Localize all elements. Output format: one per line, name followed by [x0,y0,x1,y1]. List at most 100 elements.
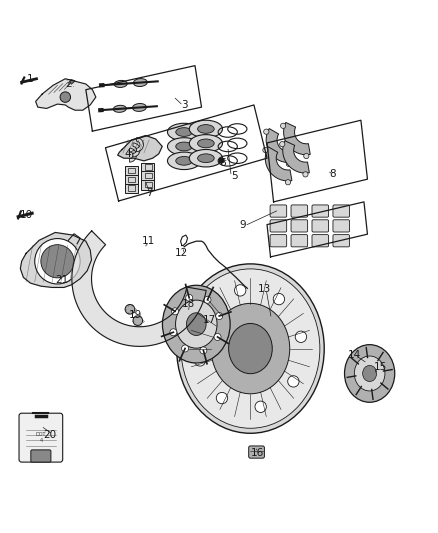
FancyBboxPatch shape [270,220,287,232]
FancyBboxPatch shape [312,220,328,232]
Circle shape [60,92,71,102]
Wedge shape [266,128,293,163]
Wedge shape [137,138,144,152]
Text: 6: 6 [219,158,226,167]
Text: 11: 11 [141,236,155,246]
Circle shape [182,345,189,352]
FancyBboxPatch shape [333,205,350,217]
Text: 14: 14 [348,350,361,360]
Bar [128,168,135,173]
Text: 20: 20 [43,430,56,440]
Circle shape [244,285,253,294]
Text: 12: 12 [175,248,188,259]
Wedge shape [133,143,140,157]
Circle shape [194,354,205,366]
Text: 18: 18 [182,298,195,309]
FancyBboxPatch shape [333,220,350,232]
Ellipse shape [177,264,324,433]
Ellipse shape [189,149,223,167]
Bar [141,171,154,181]
Text: 5: 5 [231,171,237,181]
Text: 7: 7 [146,188,152,198]
Ellipse shape [114,80,127,87]
Ellipse shape [181,269,320,428]
Bar [128,176,135,182]
Polygon shape [35,79,96,110]
Text: DOT
4: DOT 4 [35,432,46,443]
Text: 15: 15 [374,362,387,372]
Bar [128,185,135,190]
Polygon shape [118,135,162,161]
Circle shape [286,180,290,185]
Circle shape [264,129,269,134]
Ellipse shape [198,139,214,148]
Circle shape [186,294,193,301]
Circle shape [35,239,80,284]
FancyBboxPatch shape [270,235,287,247]
Text: 21: 21 [55,276,68,286]
FancyBboxPatch shape [312,205,328,217]
Wedge shape [284,123,310,155]
Circle shape [286,161,291,166]
Circle shape [279,142,285,147]
Text: 17: 17 [203,315,216,325]
Circle shape [304,154,309,159]
Text: 8: 8 [329,169,336,179]
Wedge shape [283,141,309,173]
FancyBboxPatch shape [31,450,51,462]
Bar [125,175,138,184]
Circle shape [216,392,228,404]
Bar [125,183,138,193]
Ellipse shape [167,123,201,141]
FancyBboxPatch shape [249,446,265,458]
Bar [145,182,152,187]
Text: 10: 10 [19,210,32,220]
Circle shape [170,329,177,336]
Ellipse shape [363,366,377,382]
Circle shape [303,172,308,177]
FancyBboxPatch shape [291,220,307,232]
Text: 1: 1 [27,74,34,84]
Bar [141,180,154,190]
FancyBboxPatch shape [333,235,350,247]
Text: 19: 19 [128,310,142,319]
Bar [141,163,154,172]
Ellipse shape [189,120,223,138]
FancyBboxPatch shape [291,205,307,217]
Text: 4: 4 [124,149,131,159]
Text: 16: 16 [251,448,264,458]
Ellipse shape [132,103,146,111]
Circle shape [202,310,213,321]
Circle shape [255,401,266,413]
Ellipse shape [167,138,201,155]
Circle shape [214,334,221,341]
Text: 9: 9 [240,220,246,230]
Text: 13: 13 [258,284,272,294]
Circle shape [273,293,285,305]
Circle shape [204,296,211,303]
Circle shape [216,312,223,319]
Circle shape [263,148,268,152]
Ellipse shape [162,285,230,363]
Ellipse shape [354,356,385,391]
Circle shape [172,308,179,315]
Ellipse shape [187,313,206,335]
Bar [145,173,152,179]
FancyBboxPatch shape [270,205,287,217]
Text: 3: 3 [181,100,187,110]
Ellipse shape [167,152,201,169]
Bar [125,166,138,176]
Circle shape [234,285,246,296]
Circle shape [280,123,286,128]
Circle shape [133,316,143,326]
Ellipse shape [176,300,217,348]
Circle shape [41,245,74,278]
Circle shape [200,347,207,354]
FancyBboxPatch shape [291,235,307,247]
Bar [145,164,152,169]
Ellipse shape [229,324,272,374]
Circle shape [125,304,135,314]
Ellipse shape [176,128,192,136]
Circle shape [288,376,299,387]
Ellipse shape [176,157,192,165]
